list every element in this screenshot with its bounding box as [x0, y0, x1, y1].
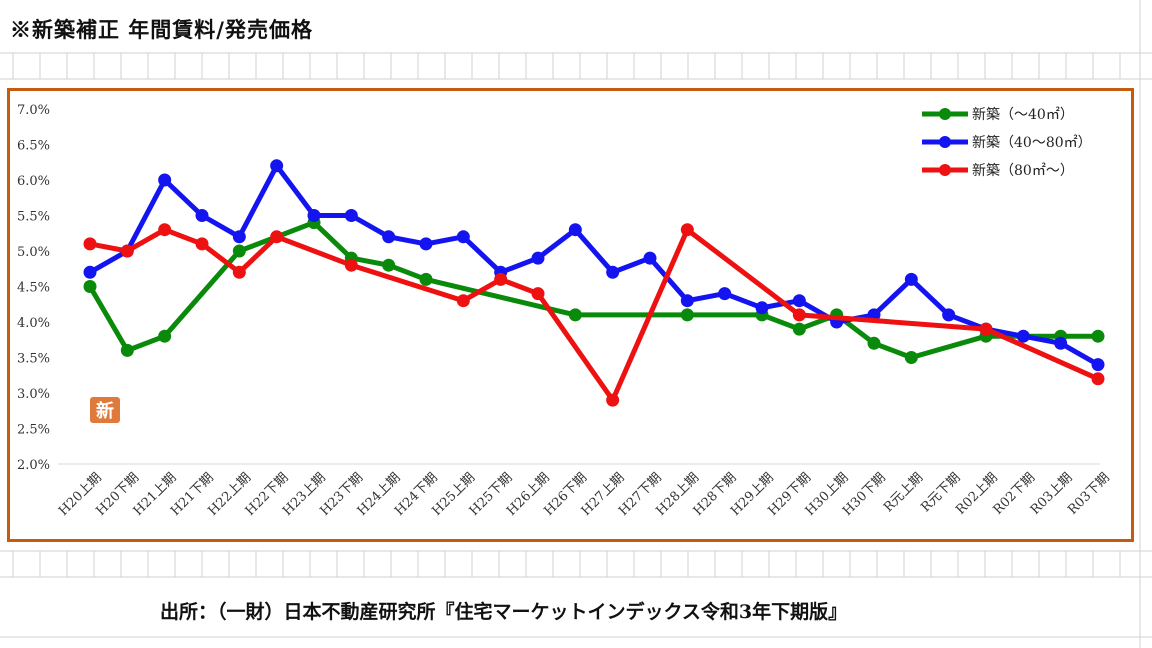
data-point [1091, 372, 1105, 386]
data-point [792, 294, 806, 308]
data-point [494, 272, 508, 286]
data-point [382, 258, 396, 272]
data-point [568, 308, 582, 322]
data-point [531, 287, 545, 301]
data-point [606, 265, 620, 279]
data-point [568, 223, 582, 237]
data-point [270, 159, 284, 173]
data-point [867, 336, 881, 350]
data-point [232, 265, 246, 279]
legend-marker [939, 108, 951, 120]
source-citation: 出所：（一財）日本不動産研究所『住宅マーケットインデックス令和3年下期版』 [160, 601, 848, 623]
y-tick-label: 3.5% [17, 352, 50, 367]
data-point [1091, 358, 1105, 372]
data-point [307, 209, 321, 222]
data-point [158, 223, 172, 237]
y-tick-label: 4.0% [17, 316, 50, 331]
data-point [680, 294, 694, 308]
data-point [232, 230, 246, 244]
data-point [606, 393, 620, 407]
data-point [344, 209, 358, 222]
data-point [755, 301, 769, 315]
data-point [344, 258, 358, 272]
data-point [904, 351, 918, 364]
data-point [680, 223, 694, 237]
data-point [718, 287, 732, 301]
data-point [1091, 329, 1105, 343]
legend-label: 新築（40～80㎡） [972, 135, 1092, 151]
x-tick-label: R元上期 [881, 470, 926, 515]
legend-label: 新築（～40㎡） [972, 107, 1074, 123]
legend-label: 新築（80㎡～） [972, 163, 1074, 179]
data-point [158, 173, 172, 187]
new-badge [90, 397, 120, 423]
y-tick-label: 4.5% [17, 281, 50, 296]
data-point [979, 322, 993, 336]
data-point [270, 230, 284, 244]
data-point [1016, 329, 1030, 343]
data-point [195, 237, 209, 251]
data-point [1054, 336, 1068, 350]
data-point [382, 230, 396, 244]
data-point [531, 251, 545, 265]
new-badge-label: 新 [96, 400, 114, 422]
x-tick-label: R03下期 [1065, 470, 1113, 518]
data-point [942, 308, 956, 322]
y-tick-label: 5.0% [17, 245, 50, 260]
data-point [904, 272, 918, 286]
data-point [456, 230, 470, 244]
data-point [158, 329, 172, 343]
page-title: ※新築補正 年間賃料/発売価格 [10, 17, 313, 42]
legend-marker [939, 164, 951, 176]
data-point [419, 237, 433, 251]
data-point [120, 244, 134, 258]
data-point [232, 244, 246, 258]
y-tick-label: 6.5% [17, 139, 50, 154]
legend-marker [939, 136, 951, 148]
y-tick-label: 2.5% [17, 423, 50, 438]
data-point [456, 294, 470, 308]
data-point [643, 251, 657, 265]
data-point [195, 209, 209, 222]
y-tick-label: 5.5% [17, 210, 50, 225]
series-line [87, 163, 1101, 368]
chart-frame: 7.0% 6.5% 6.0% 5.5% 5.0% 4.5% 4.0% 3.5% 3.0% 2.5%… [7, 88, 1134, 542]
data-point [680, 308, 694, 322]
y-tick-label: 2.0% [17, 458, 50, 473]
data-point [83, 237, 97, 251]
data-point [792, 322, 806, 336]
data-point [792, 308, 806, 322]
y-tick-label: 3.0% [17, 387, 50, 402]
y-tick-label: 7.0% [17, 103, 50, 118]
data-point [83, 265, 97, 279]
data-point [120, 343, 134, 357]
line-chart: 7.0% 6.5% 6.0% 5.5% 5.0% 4.5% 4.0% 3.5% 3.0% 2.5%… [17, 103, 1113, 519]
data-point [83, 280, 97, 293]
data-point [419, 272, 433, 286]
y-tick-label: 6.0% [17, 174, 50, 189]
